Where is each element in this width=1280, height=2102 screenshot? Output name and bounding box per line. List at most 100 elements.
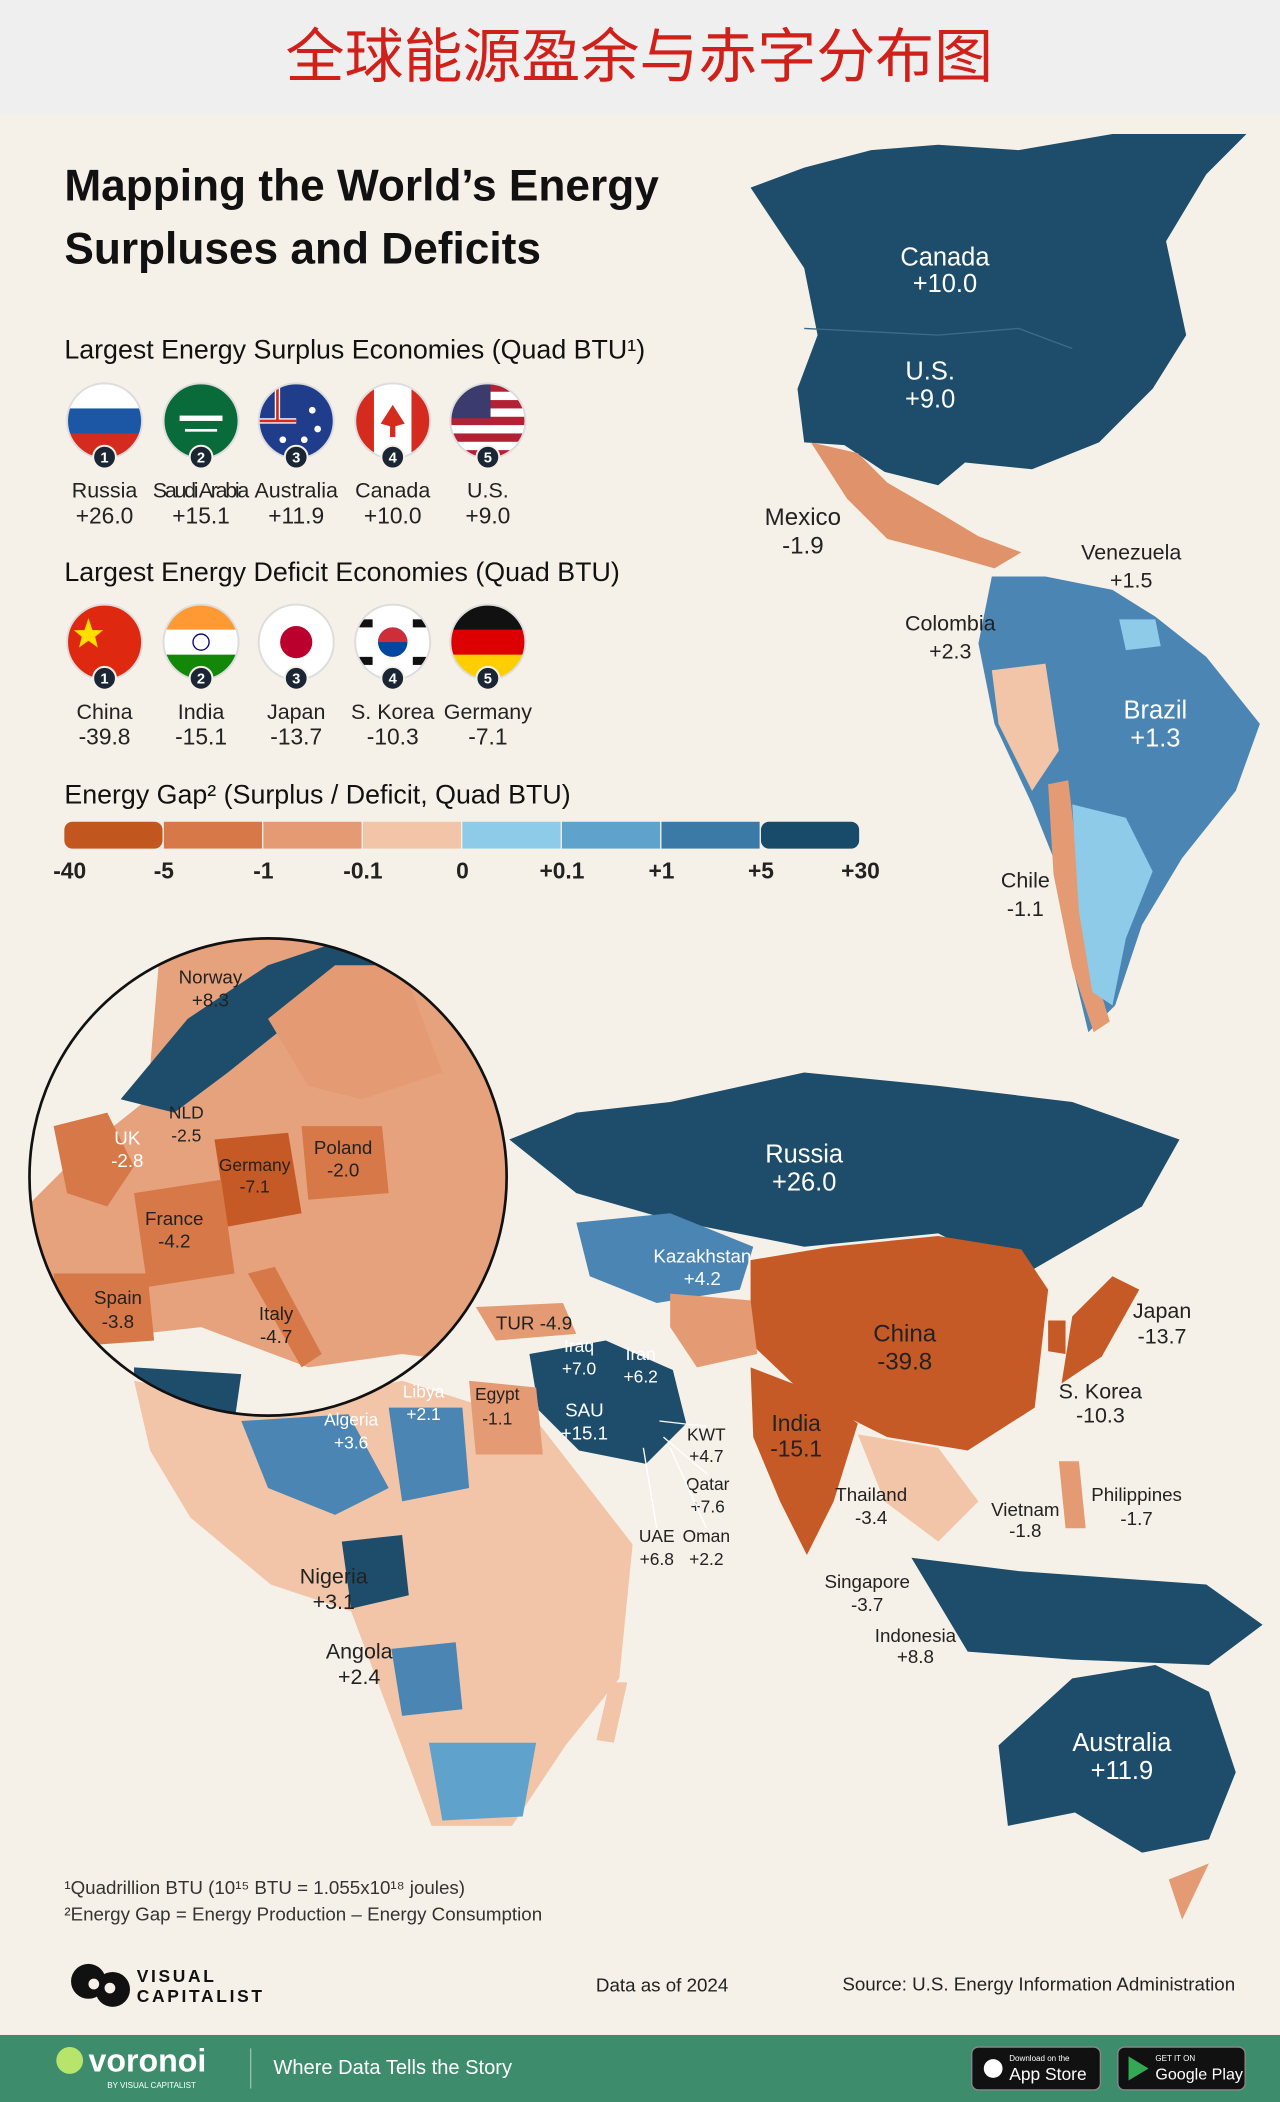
flag-part [280,626,313,659]
flag-part [380,404,405,438]
legend-tick-label: -5 [154,858,175,884]
rank-number: 2 [197,450,205,466]
logo-text: voronoi [88,2043,206,2079]
flag-part [314,425,322,433]
south-africa [428,1742,537,1821]
map-label-name: Angola [326,1640,393,1664]
map-label-name: Norway [179,967,243,988]
map-label-name: Mexico [765,504,841,531]
map-label-value: -2.5 [171,1125,201,1145]
flag-part [359,619,373,628]
map-label-name: India [771,1410,821,1436]
legend-swatch [263,821,362,849]
map-label-name: U.S. [905,357,955,385]
new-zealand [1168,1863,1209,1920]
tagline: Where Data Tells the Story [273,2057,512,2079]
rank-badge [380,444,406,470]
turkey [475,1303,577,1341]
indonesia [911,1557,1263,1665]
economy-name: Australia [255,479,338,503]
map-label-value: -3.8 [102,1311,134,1332]
map-label-name: Germany [219,1155,291,1175]
map-label-name: Thailand [835,1484,907,1505]
legend-swatch [64,821,163,849]
map-label-value: -4.9 [540,1312,572,1333]
flag-part [308,406,316,414]
map-label-name: Singapore [824,1571,909,1592]
logo-icon [56,2047,84,2074]
map-label-name: Colombia [905,611,996,635]
map-label-value: +11.9 [1091,1757,1154,1785]
libya [388,1407,470,1502]
map-label-value: -39.8 [877,1349,932,1376]
legend-tick-label: -1 [253,858,274,884]
header-band [0,0,1280,114]
flag-part [300,436,308,444]
africa [134,1380,633,1826]
map-label-value: -10.3 [1076,1404,1125,1428]
rank-number: 4 [389,450,398,466]
map-label-name: Libya [403,1381,445,1401]
map-label-name: Canada [900,243,990,271]
middle-east [529,1340,687,1464]
voronoi-logo[interactable]: voronoi BY VISUAL CAPITALIST [56,2043,206,2090]
map-label-name: Oman [683,1526,730,1546]
map-label-value: -3.4 [855,1507,887,1528]
flag-part [412,656,427,665]
mexico [810,442,1022,569]
economy-name: Japan [267,700,325,724]
map-label-value: -13.7 [1138,1325,1187,1349]
leader-line [659,1420,707,1428]
rank-number: 5 [484,450,492,466]
flag-part [359,656,373,665]
flag-part [67,408,143,435]
map-label-value: -7.1 [240,1176,270,1196]
central-asia [670,1293,758,1368]
rank-badge [283,444,309,470]
map-label-value: +4.7 [689,1446,723,1466]
app-store-button[interactable]: Download on the App Store [971,2046,1102,2091]
legend-tick-label: +5 [748,858,774,884]
poland [301,1126,389,1200]
rank-number: 3 [292,450,300,466]
brand-logo: VISUAL CAPITALIST [71,1963,262,2007]
map-label-value: -2.0 [327,1160,359,1181]
map-label-name: UAE [639,1526,675,1546]
map-label-value: +1.5 [1110,568,1152,592]
flag-part [184,428,218,432]
uk [53,1112,135,1207]
rank-number: 2 [197,672,205,688]
flag-part [450,433,526,443]
map-label-name: Poland [314,1137,372,1158]
header-title: 全球能源盈余与赤字分布图 [286,25,994,90]
map-label-name: SAU [565,1400,604,1421]
legend-tick-label: -40 [53,858,86,884]
leader-line [669,1447,707,1529]
map-label-name: Japan [1133,1299,1191,1323]
infographic-title: Surpluses and Deficits [64,225,541,274]
economy-value: +11.9 [268,502,324,528]
map-label-value: -1.1 [482,1408,512,1428]
italy [247,1266,322,1368]
japan [1061,1276,1140,1384]
map-label-name: Iraq [564,1336,594,1356]
philippines [1058,1461,1086,1529]
legend-swatch [163,821,263,849]
map-label-value: +10.0 [913,270,977,298]
legend-tick-label: +30 [841,858,880,884]
logo-mark [88,1978,100,1990]
google-play-button[interactable]: GET IT ON Google Play [1117,2046,1246,2091]
map-label-value: -1.9 [782,532,824,559]
map-label-name: S. Korea [1059,1379,1142,1403]
button-bg [971,2046,1102,2091]
flag-part [73,617,104,648]
map-label-value: +6.8 [640,1549,674,1569]
button-text: Google Play [1155,2065,1243,2083]
map-label-name: Vietnam [991,1499,1059,1520]
map-label-value: +2.2 [689,1549,723,1569]
economy-name: Germany [444,700,532,724]
map-label-name: Spain [94,1287,142,1308]
map-label-value: +26.0 [772,1168,836,1196]
map-label-value: +1.3 [1130,725,1180,753]
map-label-name: Brazil [1124,697,1188,725]
